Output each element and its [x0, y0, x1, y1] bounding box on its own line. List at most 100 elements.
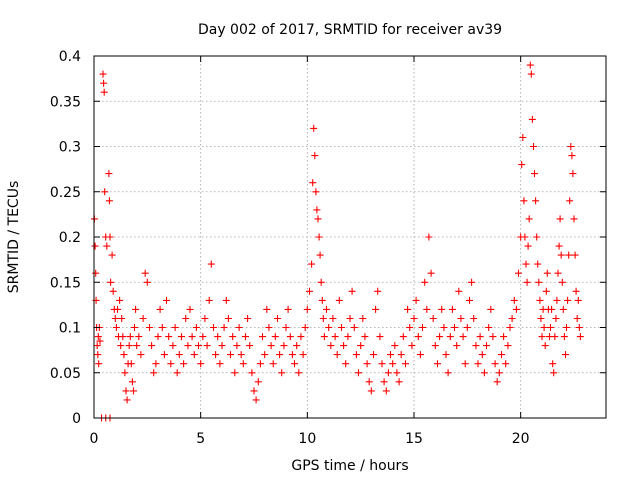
data-point: [158, 324, 166, 331]
data-point: [455, 287, 463, 295]
data-point: [384, 369, 392, 377]
data-point: [265, 324, 273, 331]
data-point: [119, 333, 127, 341]
data-point: [391, 342, 399, 350]
data-point: [565, 251, 573, 259]
data-point: [308, 260, 316, 268]
data-point: [195, 342, 202, 350]
data-point: [438, 305, 446, 313]
data-point: [333, 351, 341, 359]
data-point: [451, 324, 458, 331]
data-point: [406, 324, 414, 331]
data-point: [408, 342, 416, 350]
data-point: [470, 315, 478, 322]
data-point: [402, 360, 409, 368]
data-point: [491, 360, 499, 368]
data-point: [190, 351, 198, 359]
data-point: [370, 351, 377, 359]
data-point: [372, 305, 380, 313]
data-point: [436, 333, 444, 341]
data-point: [340, 342, 348, 350]
data-point: [256, 360, 264, 368]
data-point: [120, 351, 128, 359]
data-point: [112, 324, 120, 331]
data-point: [315, 233, 323, 241]
data-point: [429, 315, 437, 322]
data-point: [500, 333, 508, 341]
data-point: [412, 296, 420, 304]
data-point: [549, 360, 557, 368]
data-point: [395, 378, 403, 386]
data-point: [335, 296, 343, 304]
data-point: [224, 315, 232, 322]
data-point: [246, 342, 254, 350]
data-point: [520, 197, 528, 205]
data-point: [348, 287, 356, 295]
x-tick-label: 15: [405, 431, 423, 447]
data-point: [216, 360, 224, 368]
data-point: [316, 251, 324, 259]
data-point: [96, 337, 104, 345]
data-point: [178, 333, 185, 341]
data-point: [506, 324, 514, 331]
data-point: [133, 342, 141, 350]
data-point: [284, 305, 292, 313]
data-point: [276, 351, 284, 359]
data-point: [525, 215, 533, 223]
data-point: [311, 152, 319, 160]
data-point: [207, 260, 215, 268]
data-point: [376, 333, 384, 341]
data-point: [101, 188, 109, 196]
data-point: [127, 360, 135, 368]
data-point: [94, 333, 102, 341]
data-point: [478, 351, 486, 359]
data-point: [278, 369, 286, 377]
data-point: [100, 79, 108, 87]
data-point: [93, 342, 101, 350]
data-point: [293, 342, 301, 350]
data-point: [380, 378, 388, 386]
data-point: [425, 233, 433, 241]
data-point: [313, 206, 321, 214]
data-point: [382, 387, 390, 395]
data-point: [329, 315, 337, 322]
data-point: [203, 342, 211, 350]
data-point: [150, 369, 158, 377]
data-point: [186, 305, 194, 313]
data-point: [250, 387, 258, 395]
data-point: [314, 215, 322, 223]
data-point: [389, 360, 397, 368]
data-point: [367, 387, 375, 395]
data-point: [199, 333, 207, 341]
data-point: [201, 315, 209, 322]
data-point: [325, 324, 333, 331]
data-point: [378, 360, 386, 368]
x-tick-label: 5: [196, 431, 205, 447]
data-point: [132, 305, 140, 313]
data-point: [352, 351, 360, 359]
data-point: [576, 333, 584, 341]
data-point: [242, 333, 249, 341]
data-point: [566, 197, 574, 205]
data-point: [518, 161, 526, 169]
data-point: [182, 315, 190, 322]
data-point: [563, 324, 570, 331]
data-point: [573, 315, 581, 322]
data-point: [522, 260, 530, 268]
data-point: [254, 378, 262, 386]
data-point: [107, 278, 115, 286]
data-point: [532, 197, 540, 205]
data-point: [188, 333, 196, 341]
y-axis-label: SRMTID / TECUs: [6, 181, 22, 294]
data-point: [220, 324, 228, 331]
axis-ticks: 0 5 10 15 20 0 0.05 0.1 0.15 0.2 0.25 0.3 0.35 0.4: [50, 49, 606, 447]
data-point: [299, 351, 307, 359]
data-point: [444, 369, 452, 377]
data-point: [105, 170, 113, 178]
data-point: [229, 333, 237, 341]
data-point: [568, 152, 576, 160]
data-point: [126, 333, 134, 341]
data-point: [547, 324, 554, 331]
data-point: [427, 269, 435, 277]
